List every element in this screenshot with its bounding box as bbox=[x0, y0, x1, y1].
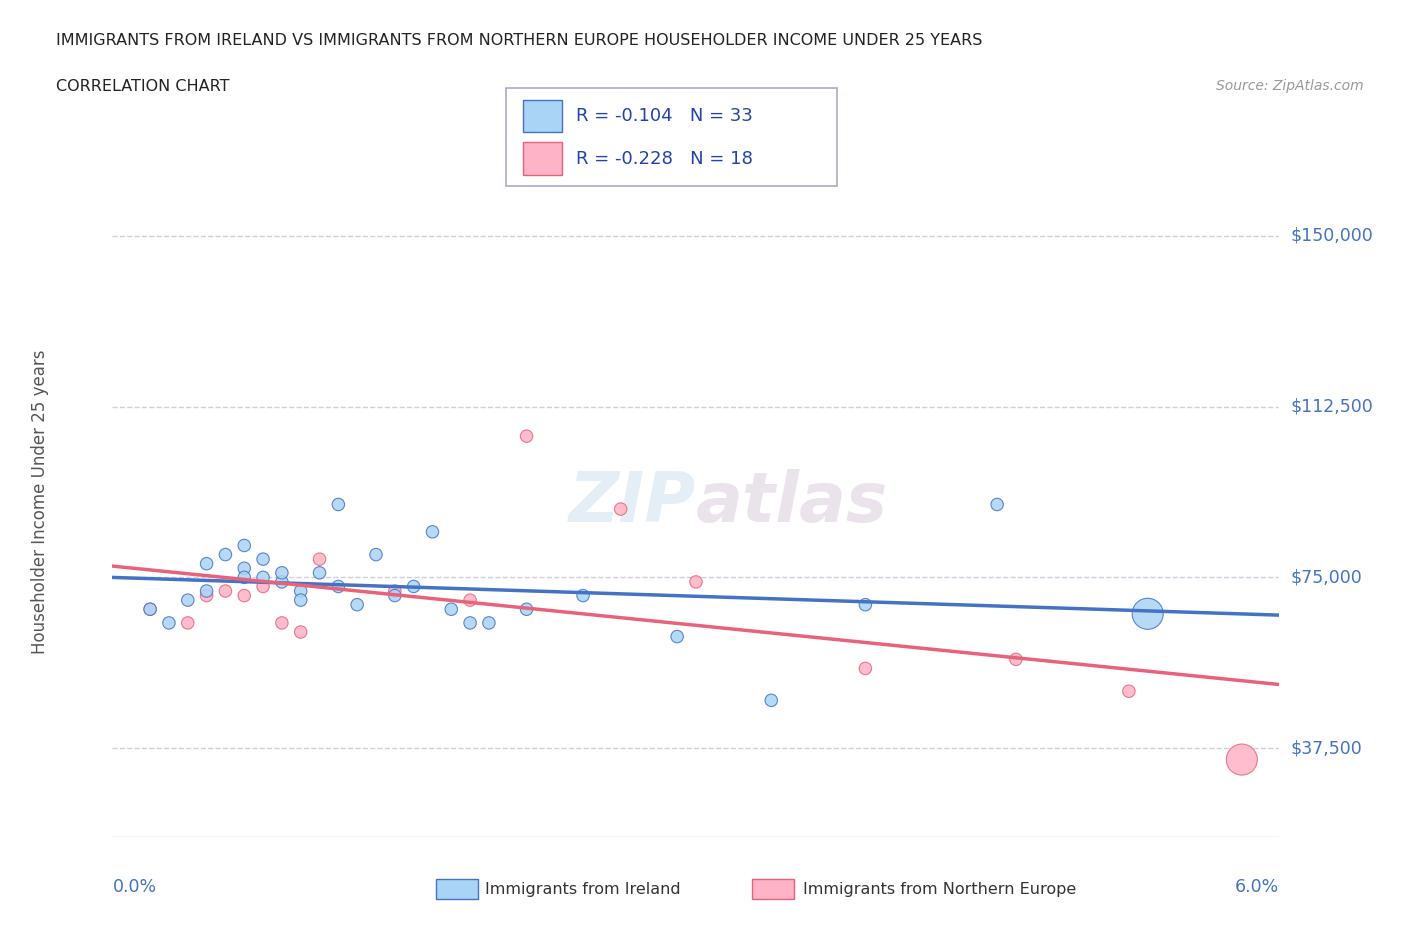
Point bbox=[214, 547, 236, 562]
Point bbox=[609, 501, 631, 516]
Point bbox=[328, 579, 350, 594]
Point bbox=[458, 592, 481, 607]
Point bbox=[516, 602, 538, 617]
Point bbox=[685, 575, 707, 590]
Point bbox=[252, 551, 274, 566]
Point bbox=[177, 592, 200, 607]
Text: Immigrants from Northern Europe: Immigrants from Northern Europe bbox=[803, 882, 1076, 897]
Point bbox=[270, 565, 292, 580]
Point bbox=[233, 588, 256, 603]
Point bbox=[252, 579, 274, 594]
Point bbox=[478, 616, 501, 631]
Point bbox=[516, 429, 538, 444]
Point bbox=[1230, 752, 1253, 767]
Point bbox=[853, 661, 876, 676]
Point bbox=[364, 547, 387, 562]
Point bbox=[157, 616, 180, 631]
Text: $37,500: $37,500 bbox=[1291, 739, 1362, 757]
Point bbox=[290, 625, 312, 640]
Point bbox=[252, 570, 274, 585]
Point bbox=[384, 588, 406, 603]
Point bbox=[853, 597, 876, 612]
Point bbox=[666, 629, 689, 644]
Point bbox=[290, 592, 312, 607]
Text: ZIP: ZIP bbox=[568, 469, 696, 536]
Point bbox=[402, 579, 425, 594]
Point bbox=[270, 616, 292, 631]
Text: $112,500: $112,500 bbox=[1291, 397, 1374, 416]
Text: $150,000: $150,000 bbox=[1291, 227, 1374, 245]
Point bbox=[308, 551, 330, 566]
Point bbox=[177, 616, 200, 631]
Point bbox=[195, 556, 218, 571]
Point bbox=[328, 497, 350, 512]
Point bbox=[214, 584, 236, 599]
Point bbox=[761, 693, 783, 708]
Text: R = -0.104   N = 33: R = -0.104 N = 33 bbox=[576, 107, 754, 125]
Text: Source: ZipAtlas.com: Source: ZipAtlas.com bbox=[1216, 79, 1364, 93]
Point bbox=[384, 584, 406, 599]
Point bbox=[139, 602, 162, 617]
Text: 6.0%: 6.0% bbox=[1236, 878, 1279, 896]
Text: $75,000: $75,000 bbox=[1291, 568, 1362, 586]
Point bbox=[195, 588, 218, 603]
Point bbox=[233, 538, 256, 553]
Point bbox=[1136, 606, 1159, 621]
Point bbox=[422, 525, 444, 539]
Text: 0.0%: 0.0% bbox=[112, 878, 156, 896]
Text: IMMIGRANTS FROM IRELAND VS IMMIGRANTS FROM NORTHERN EUROPE HOUSEHOLDER INCOME UN: IMMIGRANTS FROM IRELAND VS IMMIGRANTS FR… bbox=[56, 33, 983, 47]
Point bbox=[233, 570, 256, 585]
Point bbox=[1118, 684, 1140, 698]
Text: Immigrants from Ireland: Immigrants from Ireland bbox=[485, 882, 681, 897]
Point bbox=[195, 584, 218, 599]
Point bbox=[139, 602, 162, 617]
Point bbox=[290, 584, 312, 599]
Point bbox=[233, 561, 256, 576]
Point bbox=[572, 588, 595, 603]
Point bbox=[458, 616, 481, 631]
Text: atlas: atlas bbox=[696, 469, 889, 536]
Text: R = -0.228   N = 18: R = -0.228 N = 18 bbox=[576, 150, 754, 167]
Point bbox=[270, 575, 292, 590]
Point bbox=[440, 602, 463, 617]
Point bbox=[346, 597, 368, 612]
Text: Householder Income Under 25 years: Householder Income Under 25 years bbox=[31, 350, 49, 655]
Text: CORRELATION CHART: CORRELATION CHART bbox=[56, 79, 229, 94]
Point bbox=[1005, 652, 1028, 667]
Point bbox=[308, 565, 330, 580]
Point bbox=[986, 497, 1008, 512]
